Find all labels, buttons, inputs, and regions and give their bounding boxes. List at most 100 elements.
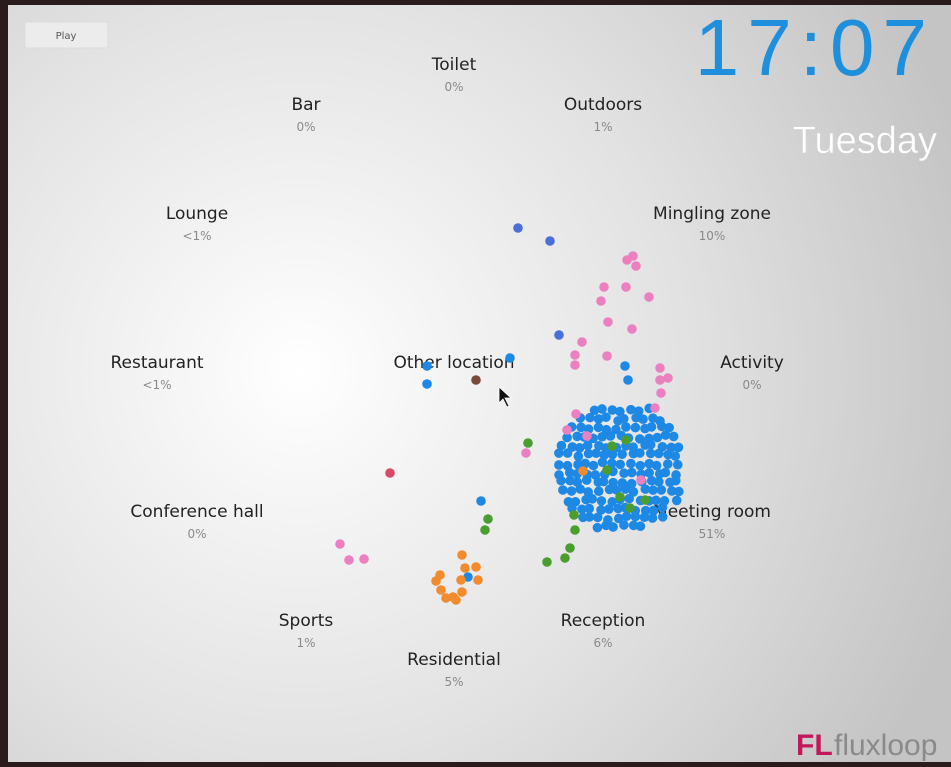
location-share: <1% xyxy=(142,378,171,392)
location-share: 0% xyxy=(187,527,206,541)
person-dot xyxy=(626,459,636,469)
person-dot xyxy=(545,236,555,246)
person-dot xyxy=(654,477,664,487)
location-name: Activity xyxy=(720,353,784,373)
brand: FL fluxloop xyxy=(796,729,937,762)
person-dot xyxy=(651,496,661,506)
person-dot xyxy=(601,412,611,422)
person-dot xyxy=(457,550,467,560)
person-dot xyxy=(571,409,581,419)
location-name: Restaurant xyxy=(110,353,203,373)
location-name: Sports xyxy=(279,611,334,631)
location-name: Toilet xyxy=(431,55,477,75)
person-dot xyxy=(622,511,632,521)
person-dot xyxy=(654,449,664,459)
person-dot xyxy=(602,465,612,475)
person-dot xyxy=(582,475,592,485)
person-dot xyxy=(560,553,570,563)
person-dot xyxy=(385,468,395,478)
location-share: 51% xyxy=(699,527,726,541)
person-dot xyxy=(608,450,618,460)
person-dot xyxy=(473,575,483,585)
person-dot xyxy=(669,432,679,442)
person-dot xyxy=(344,555,354,565)
person-dot xyxy=(656,388,666,398)
person-dot xyxy=(636,521,646,531)
person-dot xyxy=(627,324,637,334)
person-dot xyxy=(570,525,580,535)
person-dot xyxy=(457,587,467,597)
location-name: Bar xyxy=(291,95,320,115)
person-dot xyxy=(431,576,441,586)
page: Play 17:07 Tuesday Toilet0%Bar0%Outdoors… xyxy=(0,0,951,767)
person-dot xyxy=(569,510,579,520)
person-dot xyxy=(593,523,603,533)
person-dot xyxy=(650,403,660,413)
person-dot xyxy=(640,495,650,505)
person-dot xyxy=(597,432,607,442)
person-dot xyxy=(621,282,631,292)
person-dot xyxy=(658,503,668,513)
person-dot xyxy=(460,563,470,573)
location-share: <1% xyxy=(182,229,211,243)
person-dot xyxy=(604,504,614,514)
person-dot xyxy=(554,460,564,470)
person-dot xyxy=(582,431,592,441)
person-dot xyxy=(635,448,645,458)
location-name: Lounge xyxy=(166,204,228,224)
location-name: Reception xyxy=(561,611,646,631)
person-dot xyxy=(653,433,663,443)
brand-mark: FL xyxy=(796,729,833,762)
play-label[interactable]: Play xyxy=(56,31,77,42)
person-dot xyxy=(607,441,617,451)
person-dot xyxy=(636,475,646,485)
person-dot xyxy=(584,504,594,514)
location-share: 0% xyxy=(742,378,761,392)
person-dot xyxy=(631,512,641,522)
person-dot xyxy=(603,317,613,327)
location-name: Other location xyxy=(393,353,514,373)
person-dot xyxy=(635,461,645,471)
clock-day: Tuesday xyxy=(793,120,937,162)
location-share: 1% xyxy=(593,120,612,134)
person-dot xyxy=(673,460,683,470)
person-dot xyxy=(583,441,593,451)
person-dot xyxy=(625,503,635,513)
person-dot xyxy=(622,255,632,265)
location-share: 5% xyxy=(444,675,463,689)
person-dot xyxy=(335,539,345,549)
person-dot xyxy=(483,514,493,524)
person-dot xyxy=(615,460,625,470)
person-dot xyxy=(661,468,671,478)
person-dot xyxy=(471,375,481,385)
location-name: Mingling zone xyxy=(653,204,771,224)
person-dot xyxy=(585,413,595,423)
person-dot xyxy=(563,448,573,458)
person-dot xyxy=(574,452,584,462)
person-dot xyxy=(620,361,630,371)
person-dot xyxy=(587,494,597,504)
brand-name: fluxloop xyxy=(834,729,937,762)
person-dot xyxy=(644,292,654,302)
person-dot xyxy=(648,513,658,523)
location-share: 6% xyxy=(593,636,612,650)
person-dot xyxy=(542,557,552,567)
person-dot xyxy=(577,337,587,347)
person-dot xyxy=(627,468,637,478)
person-dot xyxy=(597,496,607,506)
person-dot xyxy=(436,585,446,595)
person-dot xyxy=(671,476,681,486)
person-dot xyxy=(456,575,466,585)
person-dot xyxy=(523,438,533,448)
person-dot xyxy=(646,440,656,450)
person-dot xyxy=(359,554,369,564)
person-dot xyxy=(602,351,612,361)
person-dot xyxy=(619,520,629,530)
person-dot xyxy=(661,430,671,440)
person-dot xyxy=(594,486,604,496)
screen: Play 17:07 Tuesday Toilet0%Bar0%Outdoors… xyxy=(0,0,951,767)
person-dot xyxy=(658,512,668,522)
person-dot xyxy=(674,487,684,497)
person-dot xyxy=(655,375,665,385)
person-dot xyxy=(663,373,673,383)
